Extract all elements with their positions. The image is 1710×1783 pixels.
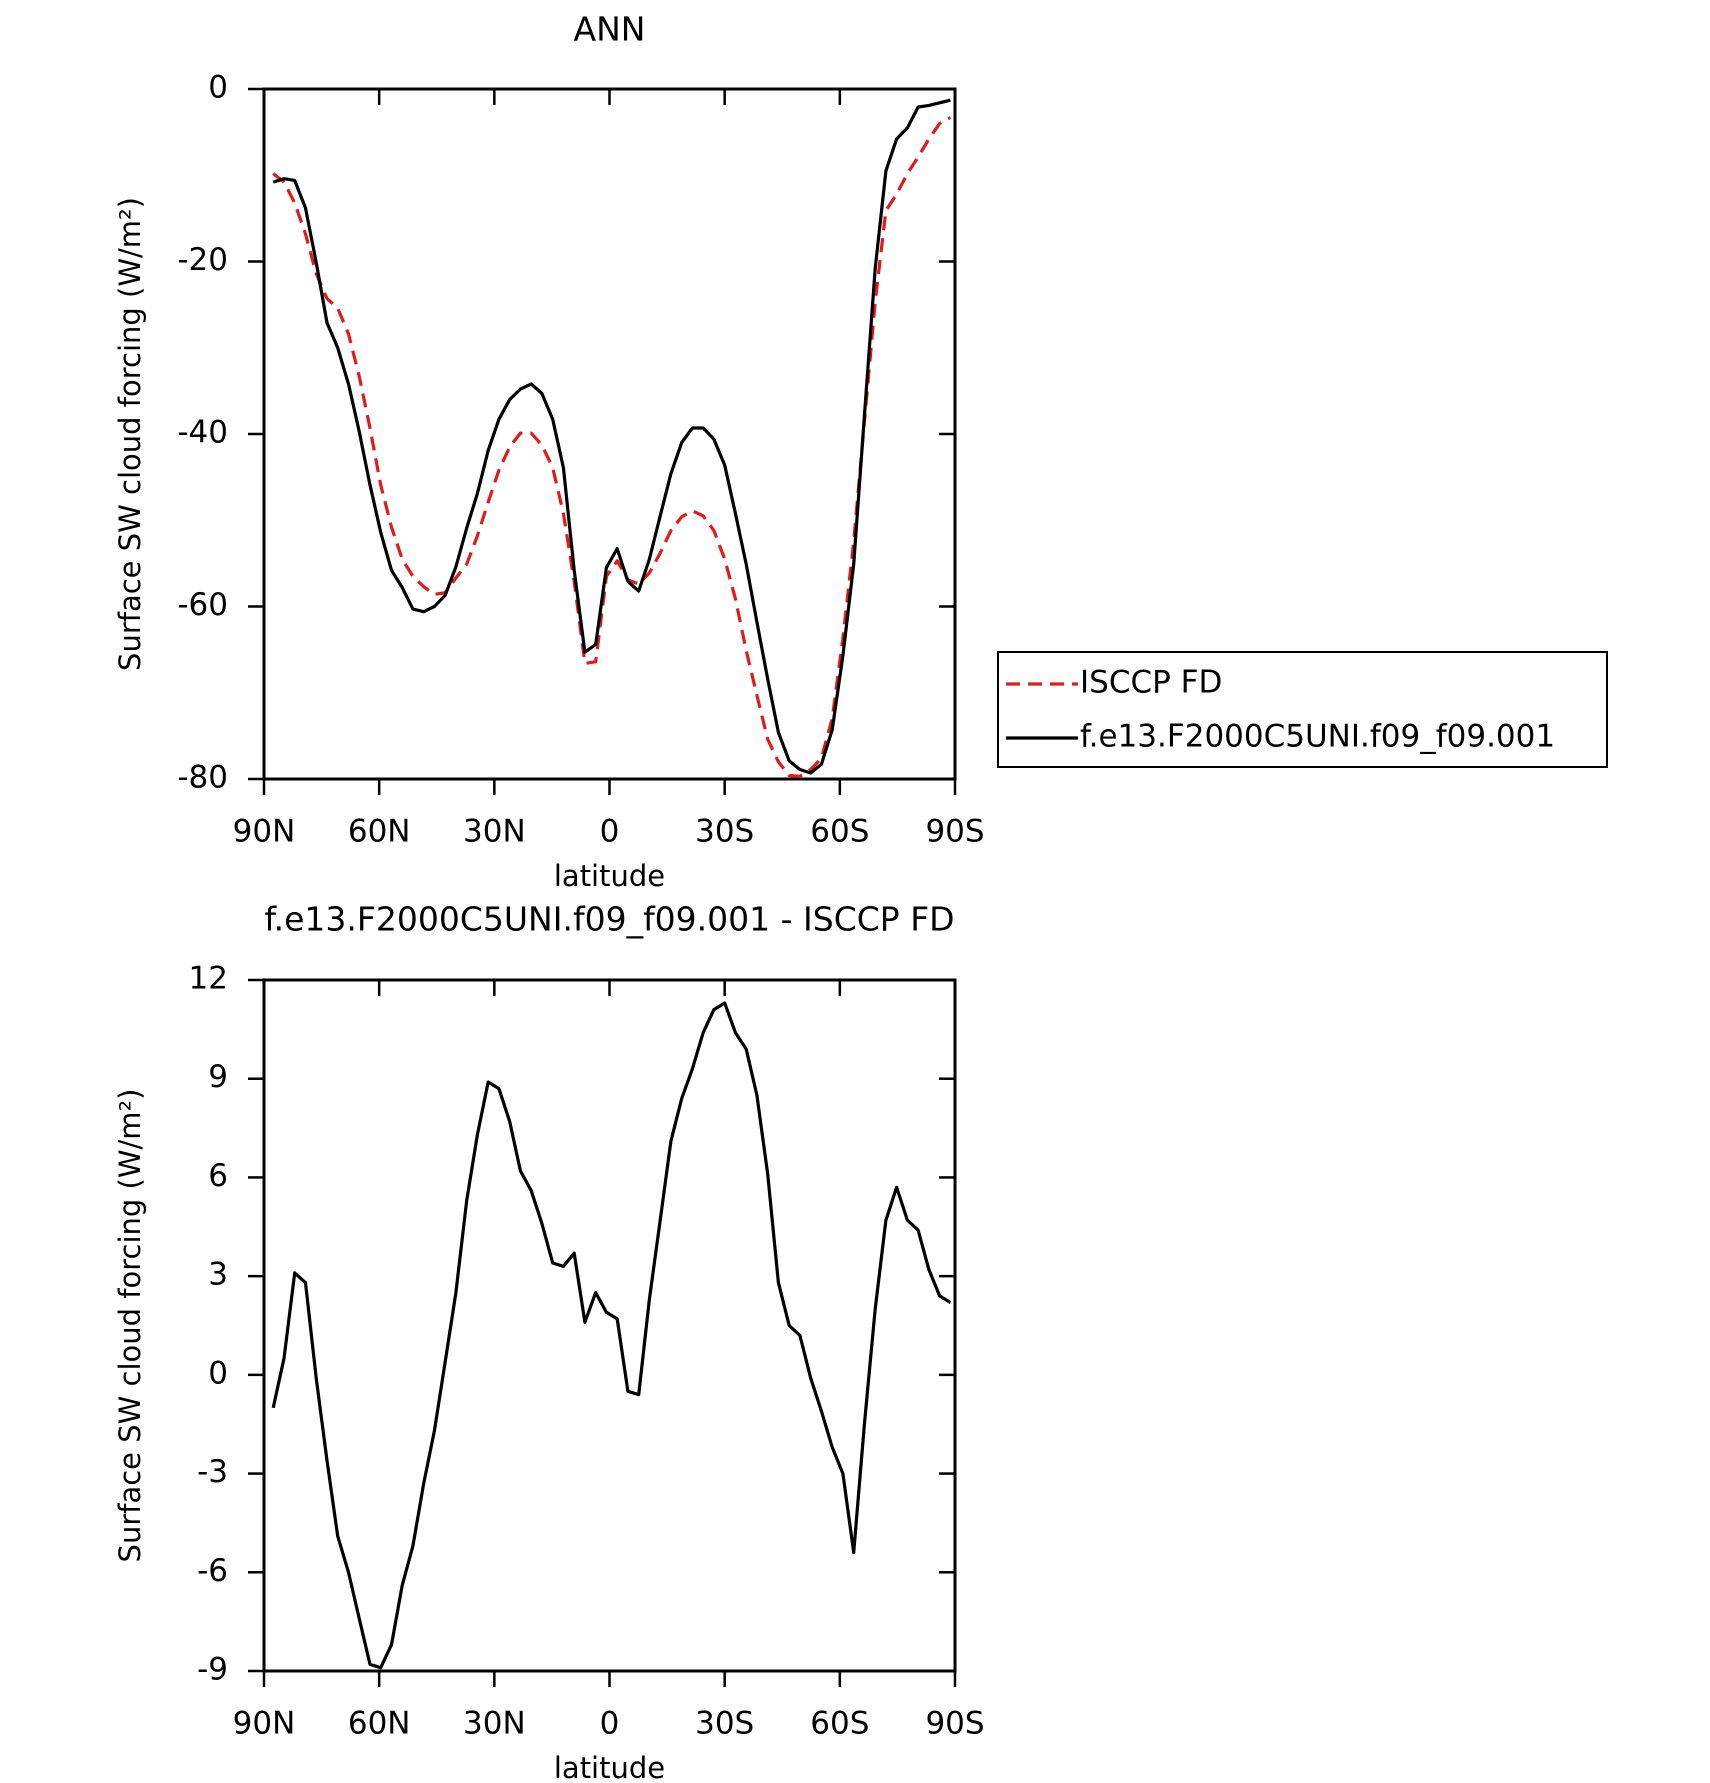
y-tick-label: -60 — [177, 587, 228, 623]
plot-frame — [262, 87, 957, 781]
x-tick-label: 60N — [348, 814, 411, 850]
y-tick-label: -40 — [177, 415, 228, 451]
chart-title: ANN — [574, 10, 646, 49]
x-tick-label: 60N — [348, 1706, 411, 1742]
x-tick-label: 30N — [463, 1706, 526, 1742]
y-tick-label: 3 — [208, 1257, 228, 1293]
legend-box — [997, 651, 1608, 768]
y-tick-label: 0 — [208, 1355, 228, 1391]
data-line — [271, 1001, 952, 1670]
x-tick-label: 30S — [695, 814, 754, 850]
y-tick-label: -3 — [197, 1454, 228, 1490]
y-tick-label: -6 — [197, 1553, 228, 1589]
x-tick-label: 60S — [810, 1706, 869, 1742]
x-tick-label: 30N — [463, 814, 526, 850]
x-axis-label: latitude — [554, 859, 665, 893]
x-tick-label: 90N — [233, 814, 296, 850]
plot-frame — [262, 978, 957, 1673]
x-tick-label: 30S — [695, 1706, 754, 1742]
y-tick-label: 0 — [208, 70, 228, 106]
x-axis-label: latitude — [554, 1751, 665, 1783]
y-axis-label: Surface SW cloud forcing (W/m²) — [113, 197, 147, 671]
legend-label: f.e13.F2000C5UNI.f09_f09.001 — [1080, 719, 1555, 755]
y-axis-label: Surface SW cloud forcing (W/m²) — [113, 1089, 147, 1563]
x-tick-label: 90S — [925, 1706, 984, 1742]
y-tick-label: 6 — [208, 1158, 228, 1194]
legend-label: ISCCP FD — [1080, 665, 1222, 701]
y-tick-label: 9 — [208, 1059, 228, 1095]
x-tick-label: 90S — [925, 814, 984, 850]
data-line — [272, 98, 951, 775]
x-tick-label: 60S — [810, 814, 869, 850]
y-tick-label: -80 — [177, 760, 228, 796]
x-tick-label: 0 — [600, 1706, 620, 1742]
x-tick-label: 90N — [233, 1706, 296, 1742]
data-line — [272, 116, 952, 778]
y-tick-label: -9 — [197, 1652, 228, 1688]
x-tick-label: 0 — [600, 814, 620, 850]
chart-title: f.e13.F2000C5UNI.f09_f09.001 - ISCCP FD — [264, 900, 954, 939]
y-tick-label: -20 — [177, 242, 228, 278]
y-tick-label: 12 — [189, 961, 228, 997]
